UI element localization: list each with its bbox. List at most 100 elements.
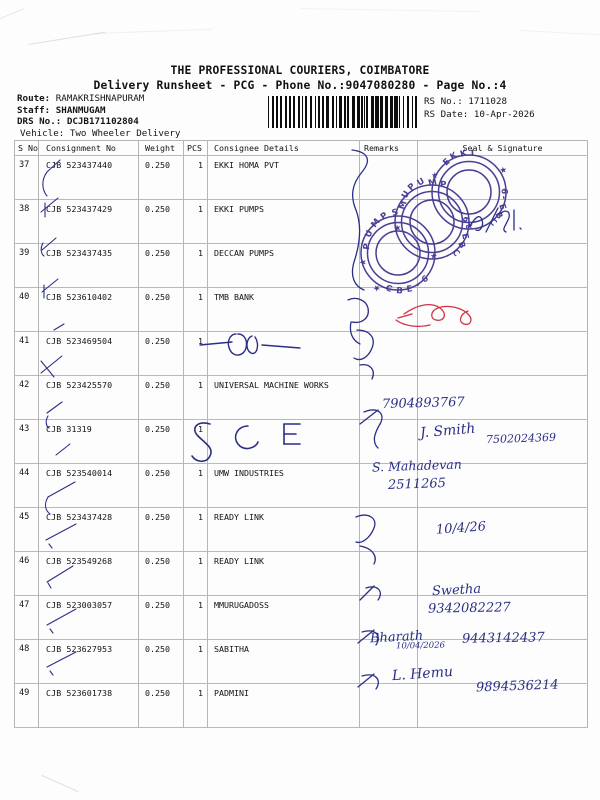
cell-sno: 42 [14, 375, 39, 420]
rs-date-line: RS Date: 10-Apr-2026 [424, 109, 535, 122]
cell-consignee-details: DECCAN PUMPS [207, 243, 360, 288]
staff-line: Staff: SHANMUGAM [17, 105, 247, 117]
scan-edge-artifact-bottom [0, 745, 600, 800]
col-header-consignment: Consignment No [38, 140, 139, 156]
drs-label: DRS No.: [17, 116, 62, 128]
cell-weight: 0.250 [138, 419, 184, 464]
cell-consignee-details: EKKI PUMPS [207, 199, 360, 244]
cell-consignee-details: EKKI HOMA PVT [207, 155, 360, 200]
cell-weight: 0.250 [138, 551, 184, 596]
hw-number-2: 2511265 [387, 475, 447, 494]
cell-pcs: 1 [183, 551, 208, 596]
table-row: 49 CJB 523601738 0.250 1 PADMINI [14, 683, 588, 728]
cell-remarks [359, 507, 418, 552]
cell-remarks [359, 419, 418, 464]
cell-consignment-no: CJB 523437435 [38, 243, 139, 288]
runsheet-meta-right: RS No.: 1711028 RS Date: 10-Apr-2026 [424, 96, 535, 121]
document-subtitle: Delivery Runsheet - PCG - Phone No.:9047… [93, 79, 507, 92]
runsheet-barcode [268, 96, 420, 128]
hw-signature-swetha: Swetha [431, 581, 482, 600]
cell-sno: 41 [14, 331, 39, 376]
cell-consignment-no: CJB 523425570 [38, 375, 139, 420]
cell-consignment-no: CJB 523437428 [38, 507, 139, 552]
table-row: 41 CJB 523469504 0.250 1 [14, 331, 588, 376]
hw-phone-swetha: 9342082227 [427, 600, 511, 617]
route-line: Route: RAMAKRISHNAPURAM [17, 93, 247, 105]
cell-seal-signature [417, 155, 588, 200]
hw-phone-2: 7502024369 [485, 430, 557, 447]
cell-weight: 0.250 [138, 199, 184, 244]
cell-consignee-details: UMW INDUSTRIES [207, 463, 360, 508]
table-row: 47 CJB 523003057 0.250 1 MMURUGADOSS [14, 595, 588, 640]
cell-sno: 48 [14, 639, 39, 684]
cell-consignment-no: CJB 31319 [38, 419, 139, 464]
cell-sno: 47 [14, 595, 39, 640]
hw-phone-hemu: 9894536214 [475, 677, 559, 696]
vehicle-value: Two Wheeler Delivery [69, 127, 181, 139]
cell-consignee-details: TMB BANK [207, 287, 360, 332]
cell-weight: 0.250 [138, 595, 184, 640]
table-row: 39 CJB 523437435 0.250 1 DECCAN PUMPS [14, 243, 588, 288]
hw-signature-tamil: S. Mahadevan [371, 456, 463, 475]
rs-date-value: 10-Apr-2026 [473, 108, 535, 120]
cell-remarks [359, 551, 418, 596]
cell-seal-signature [417, 507, 588, 552]
cell-pcs: 1 [183, 683, 208, 728]
table-row: 44 CJB 523540014 0.250 1 UMW INDUSTRIES [14, 463, 588, 508]
cell-weight: 0.250 [138, 375, 184, 420]
table-row: 48 CJB 523627953 0.250 1 SABITHA [14, 639, 588, 684]
cell-remarks [359, 463, 418, 508]
col-header-consignee: Consignee Details [207, 140, 360, 156]
cell-weight: 0.250 [138, 155, 184, 200]
vehicle-line: Vehicle: Two Wheeler Delivery [17, 128, 247, 140]
drs-value: DCJB171102804 [66, 116, 139, 128]
cell-pcs: 1 [183, 375, 208, 420]
cell-remarks [359, 331, 418, 376]
cell-consignee-details: READY LINK [207, 507, 360, 552]
cell-weight: 0.250 [138, 287, 184, 332]
table-row: 40 CJB 523610402 0.250 1 TMB BANK [14, 287, 588, 332]
table-row: 38 CJB 523437429 0.250 1 EKKI PUMPS [14, 199, 588, 244]
route-label: Route: [17, 93, 51, 104]
table-row: 42 CJB 523425570 0.250 1 UNIVERSAL MACHINE W… [14, 375, 588, 420]
hw-date-bharath: 10/04/2026 [395, 640, 446, 652]
cell-pcs: 1 [183, 507, 208, 552]
cell-pcs: 1 [183, 243, 208, 288]
cell-consignee-details: UNIVERSAL MACHINE WORKS [207, 375, 360, 420]
cell-weight: 0.250 [138, 331, 184, 376]
cell-seal-signature [417, 331, 588, 376]
cell-consignment-no: CJB 523469504 [38, 331, 139, 376]
cell-seal-signature [417, 375, 588, 420]
cell-seal-signature [417, 595, 588, 640]
cell-consignment-no: CJB 523003057 [38, 595, 139, 640]
table-header-row: S No Consignment No Weight PCS Consignee… [14, 140, 588, 156]
cell-consignment-no: CJB 523437429 [38, 199, 139, 244]
cell-remarks [359, 155, 418, 200]
cell-consignee-details [207, 331, 360, 376]
cell-pcs: 1 [183, 463, 208, 508]
cell-pcs: 1 [183, 331, 208, 376]
cell-seal-signature [417, 419, 588, 464]
cell-seal-signature [417, 463, 588, 508]
runsheet-meta-left: Route: RAMAKRISHNAPURAM Staff: SHANMUGAM… [17, 93, 247, 139]
staff-label: Staff: [17, 104, 51, 116]
table-row: 46 CJB 523549268 0.250 1 READY LINK [14, 551, 588, 596]
cell-seal-signature [417, 683, 588, 728]
cell-consignment-no: CJB 523437440 [38, 155, 139, 200]
scan-edge-artifact-top [0, 0, 600, 56]
cell-seal-signature [417, 551, 588, 596]
cell-seal-signature [417, 199, 588, 244]
cell-consignment-no: CJB 523540014 [38, 463, 139, 508]
cell-seal-signature [417, 243, 588, 288]
drs-line: DRS No.: DCJB171102804 [17, 116, 247, 128]
col-header-pcs: PCS [183, 140, 208, 156]
cell-consignee-details: SABITHA [207, 639, 360, 684]
cell-pcs: 1 [183, 155, 208, 200]
cell-consignee-details [207, 419, 360, 464]
cell-weight: 0.250 [138, 243, 184, 288]
rs-no-value: 1711028 [468, 96, 508, 107]
cell-weight: 0.250 [138, 639, 184, 684]
rs-no-label: RS No.: [424, 96, 463, 107]
cell-remarks [359, 199, 418, 244]
vehicle-label: Vehicle: [20, 127, 65, 139]
